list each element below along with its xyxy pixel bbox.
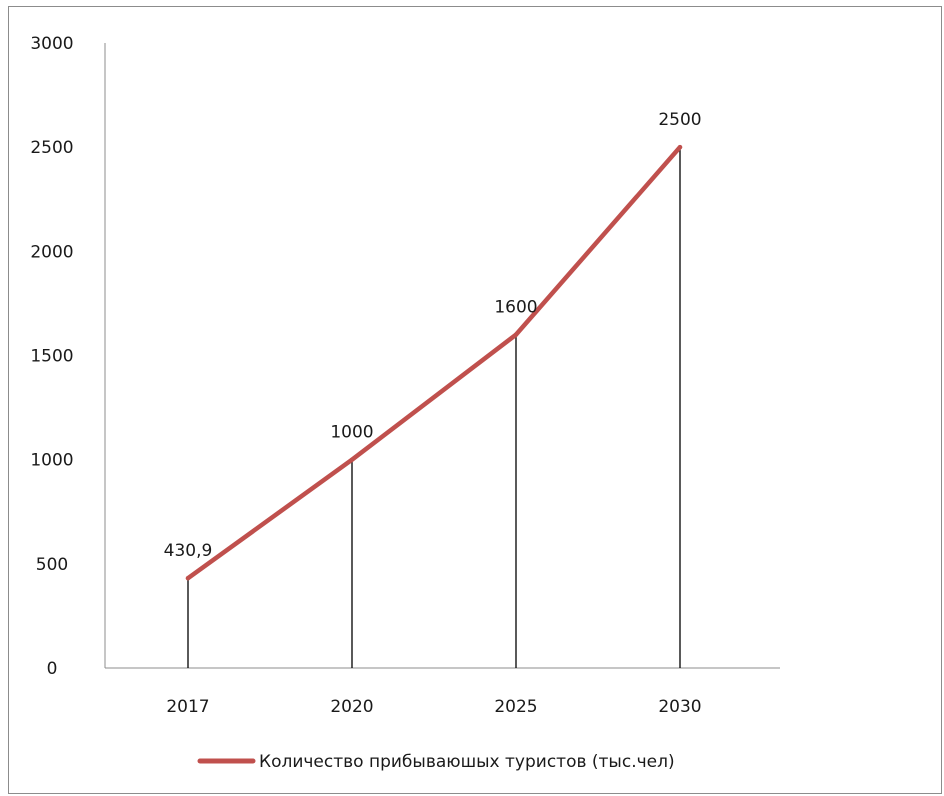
data-label: 2500 [658, 110, 701, 130]
data-point [185, 576, 191, 581]
x-tick-label: 2017 [166, 697, 209, 717]
legend-label: Количество прибываюшых туристов (тыс.чел… [259, 752, 675, 772]
data-label: 1600 [494, 298, 537, 318]
x-tick-label: 2030 [658, 697, 701, 717]
series [185, 144, 683, 581]
drop-lines [187, 147, 681, 668]
y-tick-label: 2500 [30, 138, 73, 158]
x-tick-label: 2020 [330, 697, 373, 717]
data-labels: 430,9 1000 1600 2500 [164, 110, 702, 561]
chart-frame [8, 6, 942, 794]
y-tick-label: 0 [47, 659, 58, 679]
data-label: 1000 [330, 423, 373, 443]
y-axis-ticks: 0 500 1000 1500 2000 2500 3000 [30, 34, 73, 679]
y-tick-label: 500 [36, 555, 68, 575]
y-tick-label: 1500 [30, 347, 73, 367]
data-point [513, 332, 519, 337]
y-tick-label: 2000 [30, 242, 73, 262]
data-point [349, 457, 355, 462]
legend: Количество прибываюшых туристов (тыс.чел… [197, 752, 675, 772]
x-axis-ticks: 2017 2020 2025 2030 [166, 697, 701, 717]
x-tick-label: 2025 [494, 697, 537, 717]
y-tick-label: 1000 [30, 451, 73, 471]
data-point [677, 144, 683, 150]
data-label: 430,9 [164, 541, 213, 561]
axes [104, 43, 780, 669]
series-line [185, 144, 683, 581]
y-tick-label: 3000 [30, 34, 73, 54]
